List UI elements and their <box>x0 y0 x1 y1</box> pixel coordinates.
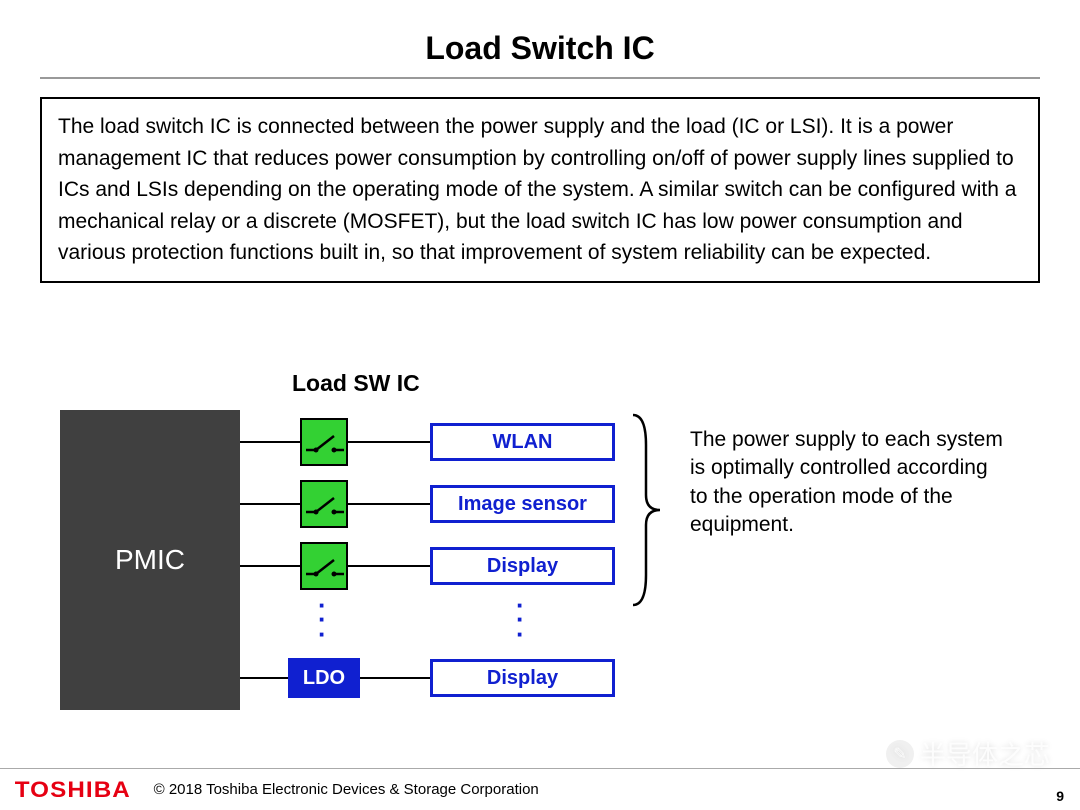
wire <box>348 503 430 505</box>
page-number: 9 <box>1056 788 1064 804</box>
description-box: The load switch IC is connected between … <box>40 97 1040 283</box>
copyright-text: © 2018 Toshiba Electronic Devices & Stor… <box>154 781 539 798</box>
load-block-display-2: Display <box>430 659 615 697</box>
diagram-header-label: Load SW IC <box>292 370 420 397</box>
brace-icon <box>628 410 668 610</box>
pmic-block: PMIC <box>60 410 240 710</box>
switch-block <box>300 418 348 466</box>
footer: TOSHIBA © 2018 Toshiba Electronic Device… <box>0 768 1080 810</box>
wire <box>240 677 288 679</box>
ellipsis-icon: ··· <box>516 598 525 641</box>
load-block-display: Display <box>430 547 615 585</box>
block-diagram: Load SW IC PMIC WLAN Image sensor Displa… <box>60 370 1020 730</box>
ldo-block: LDO <box>288 658 360 698</box>
switch-icon <box>302 544 346 588</box>
wire <box>240 565 300 567</box>
wire <box>240 503 300 505</box>
page-title: Load Switch IC <box>0 0 1080 77</box>
switch-block <box>300 480 348 528</box>
switch-icon <box>302 420 346 464</box>
switch-block <box>300 542 348 590</box>
watermark: ✎ 半导体之芯 <box>886 735 1050 772</box>
wire <box>348 441 430 443</box>
diagram-side-note: The power supply to each system is optim… <box>690 426 1010 539</box>
brand-logo: TOSHIBA <box>15 777 131 803</box>
watermark-icon: ✎ <box>886 740 914 768</box>
ellipsis-icon: ··· <box>318 598 327 641</box>
wire <box>348 565 430 567</box>
switch-icon <box>302 482 346 526</box>
wire <box>360 677 430 679</box>
wire <box>240 441 300 443</box>
load-block-image-sensor: Image sensor <box>430 485 615 523</box>
watermark-text: 半导体之芯 <box>920 735 1050 772</box>
title-divider <box>40 77 1040 79</box>
load-block-wlan: WLAN <box>430 423 615 461</box>
